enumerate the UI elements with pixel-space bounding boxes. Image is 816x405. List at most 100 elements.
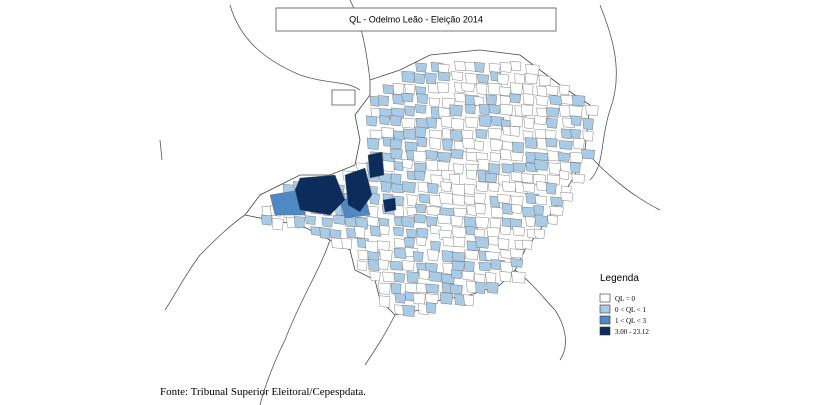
municipality <box>475 181 489 192</box>
municipality <box>413 213 426 224</box>
municipality <box>356 260 368 271</box>
municipality <box>475 128 488 139</box>
municipality <box>449 284 463 295</box>
municipality <box>478 103 491 115</box>
municipality <box>450 215 463 227</box>
municipality <box>474 62 485 73</box>
municipality <box>428 194 443 207</box>
municipality <box>382 197 397 213</box>
municipality <box>465 73 478 86</box>
municipality <box>450 118 465 131</box>
municipality <box>485 94 497 106</box>
municipality <box>475 83 488 95</box>
municipality <box>357 249 369 261</box>
municipality <box>378 282 391 295</box>
municipality <box>525 64 540 77</box>
municipality <box>545 85 559 96</box>
municipality <box>536 137 548 150</box>
municipality <box>449 104 463 117</box>
municipality <box>474 203 486 215</box>
municipality <box>522 93 535 106</box>
municipality <box>545 107 560 118</box>
border <box>229 4 361 91</box>
municipality <box>414 126 427 138</box>
municipality <box>464 103 476 115</box>
municipality <box>534 228 546 239</box>
municipality <box>466 205 478 216</box>
title-box <box>275 7 557 32</box>
municipality <box>367 259 381 272</box>
municipality <box>533 115 547 125</box>
municipality <box>473 140 485 151</box>
legend-label: 3.00 - 23.12 <box>615 328 649 336</box>
legend-swatch <box>599 304 611 314</box>
municipality <box>389 139 403 150</box>
municipality <box>321 217 334 228</box>
municipality <box>319 227 331 240</box>
municipality <box>499 103 514 116</box>
municipality <box>510 171 524 182</box>
municipality <box>428 137 442 150</box>
municipality <box>271 218 284 231</box>
municipality <box>512 162 526 172</box>
municipality <box>477 73 489 84</box>
legend-label: 1 < QL < 3 <box>615 317 646 325</box>
legend-label: 0 < QL < 1 <box>615 306 646 314</box>
municipality <box>510 60 522 72</box>
municipality <box>546 174 561 186</box>
border <box>259 239 331 405</box>
municipality <box>452 194 466 206</box>
municipality <box>560 128 573 140</box>
municipality <box>585 104 599 116</box>
municipality <box>392 226 405 237</box>
municipality <box>463 294 475 307</box>
municipality <box>466 280 478 293</box>
municipality <box>460 82 475 92</box>
municipality <box>534 128 547 140</box>
municipality <box>558 84 570 96</box>
municipality <box>440 181 452 192</box>
municipality <box>426 182 439 194</box>
municipality <box>521 173 534 184</box>
municipality <box>509 115 524 128</box>
municipality <box>418 193 431 204</box>
municipality <box>499 271 512 283</box>
legend-label: QL = 0 <box>615 295 636 303</box>
municipality <box>571 94 586 107</box>
municipality <box>393 272 406 283</box>
municipality <box>406 228 418 239</box>
legend: QL = 0 0 < QL < 1 1 < QL < 3 3.00 - 23.12 <box>599 293 649 336</box>
municipality <box>425 72 437 85</box>
municipality <box>454 60 467 72</box>
municipality <box>382 84 395 95</box>
municipality <box>369 225 382 237</box>
municipality <box>426 117 438 129</box>
municipality <box>523 117 535 130</box>
border <box>364 314 396 366</box>
source-note: Fonte: Tribunal Superior Eleitoral/Cepes… <box>160 386 366 398</box>
municipality <box>414 162 427 174</box>
municipality <box>534 159 549 171</box>
municipality <box>488 163 501 175</box>
municipality <box>512 226 526 237</box>
municipality <box>451 71 464 81</box>
municipality <box>535 95 549 106</box>
municipality <box>344 167 373 213</box>
municipality <box>379 249 393 262</box>
municipality <box>454 294 467 306</box>
municipality <box>453 163 464 175</box>
municipality <box>463 183 476 195</box>
municipality <box>427 83 441 94</box>
municipality <box>582 130 594 142</box>
municipality <box>425 159 440 172</box>
municipality <box>402 128 417 140</box>
municipality <box>428 271 443 282</box>
municipality <box>377 259 389 271</box>
municipality <box>416 93 429 105</box>
municipality <box>413 170 426 181</box>
municipality <box>394 292 406 304</box>
municipality <box>534 195 548 206</box>
municipality <box>557 152 570 162</box>
municipality <box>496 73 509 85</box>
municipality <box>571 173 586 184</box>
